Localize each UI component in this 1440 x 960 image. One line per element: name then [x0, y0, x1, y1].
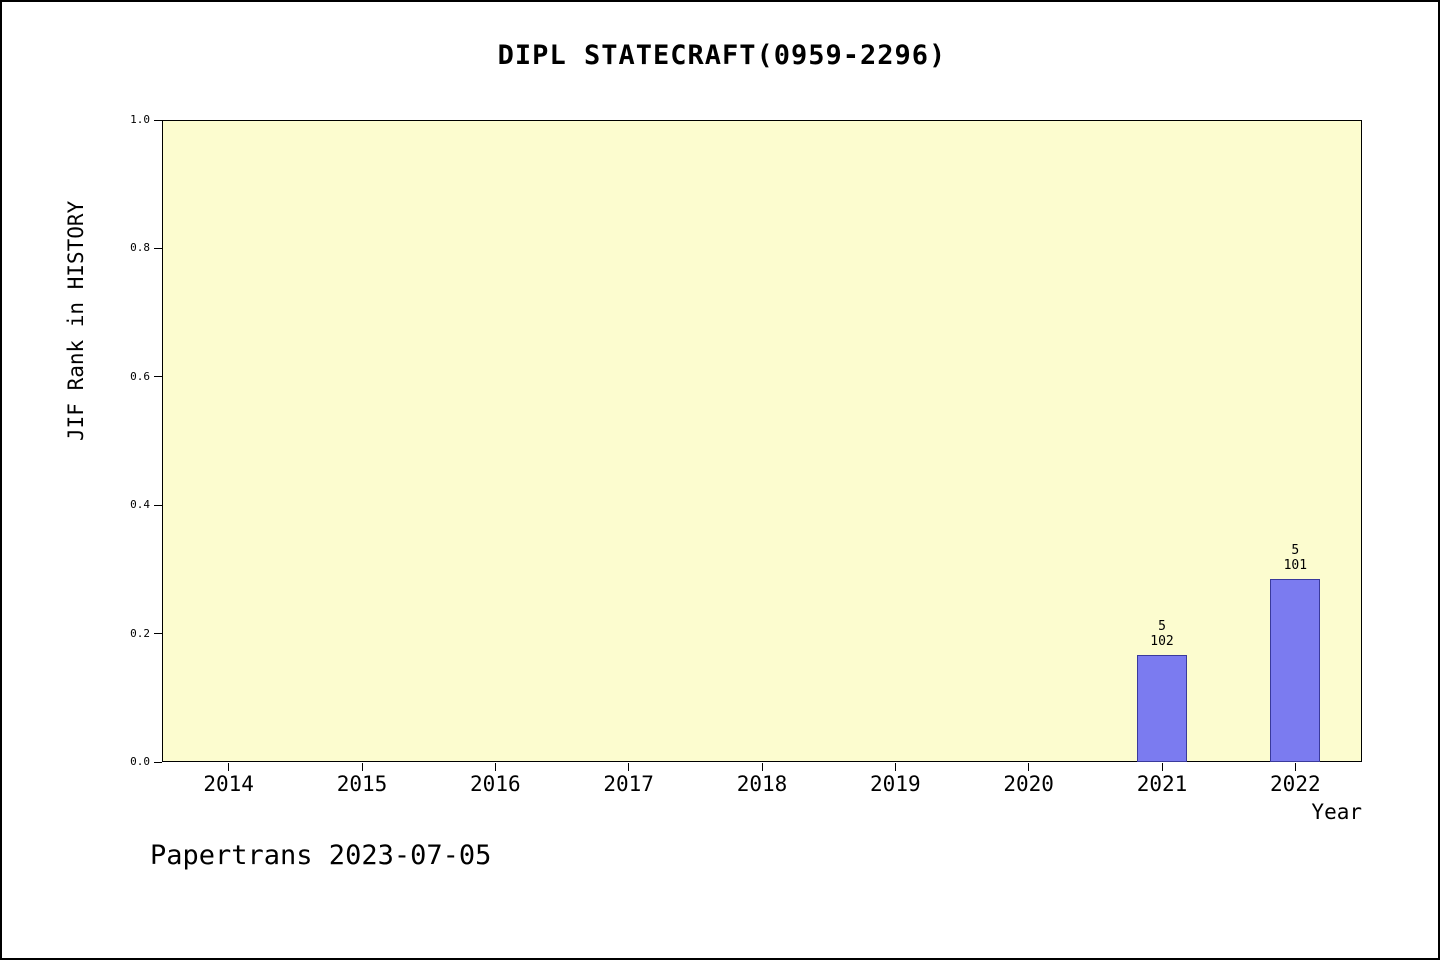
- x-tick-label: 2022: [1270, 772, 1321, 796]
- y-tick-label: 0.6: [130, 369, 150, 383]
- x-tick-label: 2017: [603, 772, 654, 796]
- x-tick-label: 2021: [1136, 772, 1188, 796]
- bar-2022: [1270, 579, 1321, 762]
- x-tick-mark: [1161, 763, 1163, 771]
- x-tick-mark: [1028, 763, 1030, 771]
- footer-watermark: Papertrans 2023-07-05: [150, 840, 492, 871]
- y-tick-label: 0.0: [130, 755, 150, 768]
- y-tick-mark: [154, 119, 162, 121]
- x-tick-mark: [1294, 763, 1296, 771]
- x-tick-label: 2019: [870, 772, 921, 796]
- y-tick-mark: [154, 761, 162, 763]
- y-tick-mark: [154, 633, 162, 635]
- x-tick-label: 2020: [1003, 772, 1054, 796]
- y-tick-mark: [154, 504, 162, 506]
- bar-2021: [1137, 655, 1187, 762]
- y-tick-label: 1.0: [130, 113, 150, 126]
- y-tick-label: 0.4: [130, 498, 150, 512]
- x-tick-mark: [228, 763, 230, 771]
- y-tick-mark: [154, 247, 162, 249]
- bar-value-label-2022: 5 101: [1283, 543, 1308, 573]
- x-tick-label: 2014: [203, 772, 254, 796]
- y-tick-label: 0.8: [130, 241, 150, 255]
- chart-title: DIPL STATECRAFT(0959-2296): [497, 40, 947, 71]
- x-tick-mark: [894, 763, 896, 771]
- x-tick-label: 2015: [336, 772, 388, 796]
- x-tick-mark: [494, 763, 496, 771]
- x-axis-title: Year: [1311, 800, 1362, 824]
- x-tick-mark: [361, 763, 363, 771]
- x-tick-label: 2016: [470, 772, 521, 796]
- y-tick-mark: [154, 376, 162, 378]
- x-tick-label: 2018: [736, 772, 788, 796]
- x-tick-mark: [628, 763, 630, 771]
- y-tick-label: 0.2: [130, 626, 150, 640]
- x-tick-mark: [761, 763, 763, 771]
- bar-value-label-2021: 5 102: [1150, 619, 1174, 649]
